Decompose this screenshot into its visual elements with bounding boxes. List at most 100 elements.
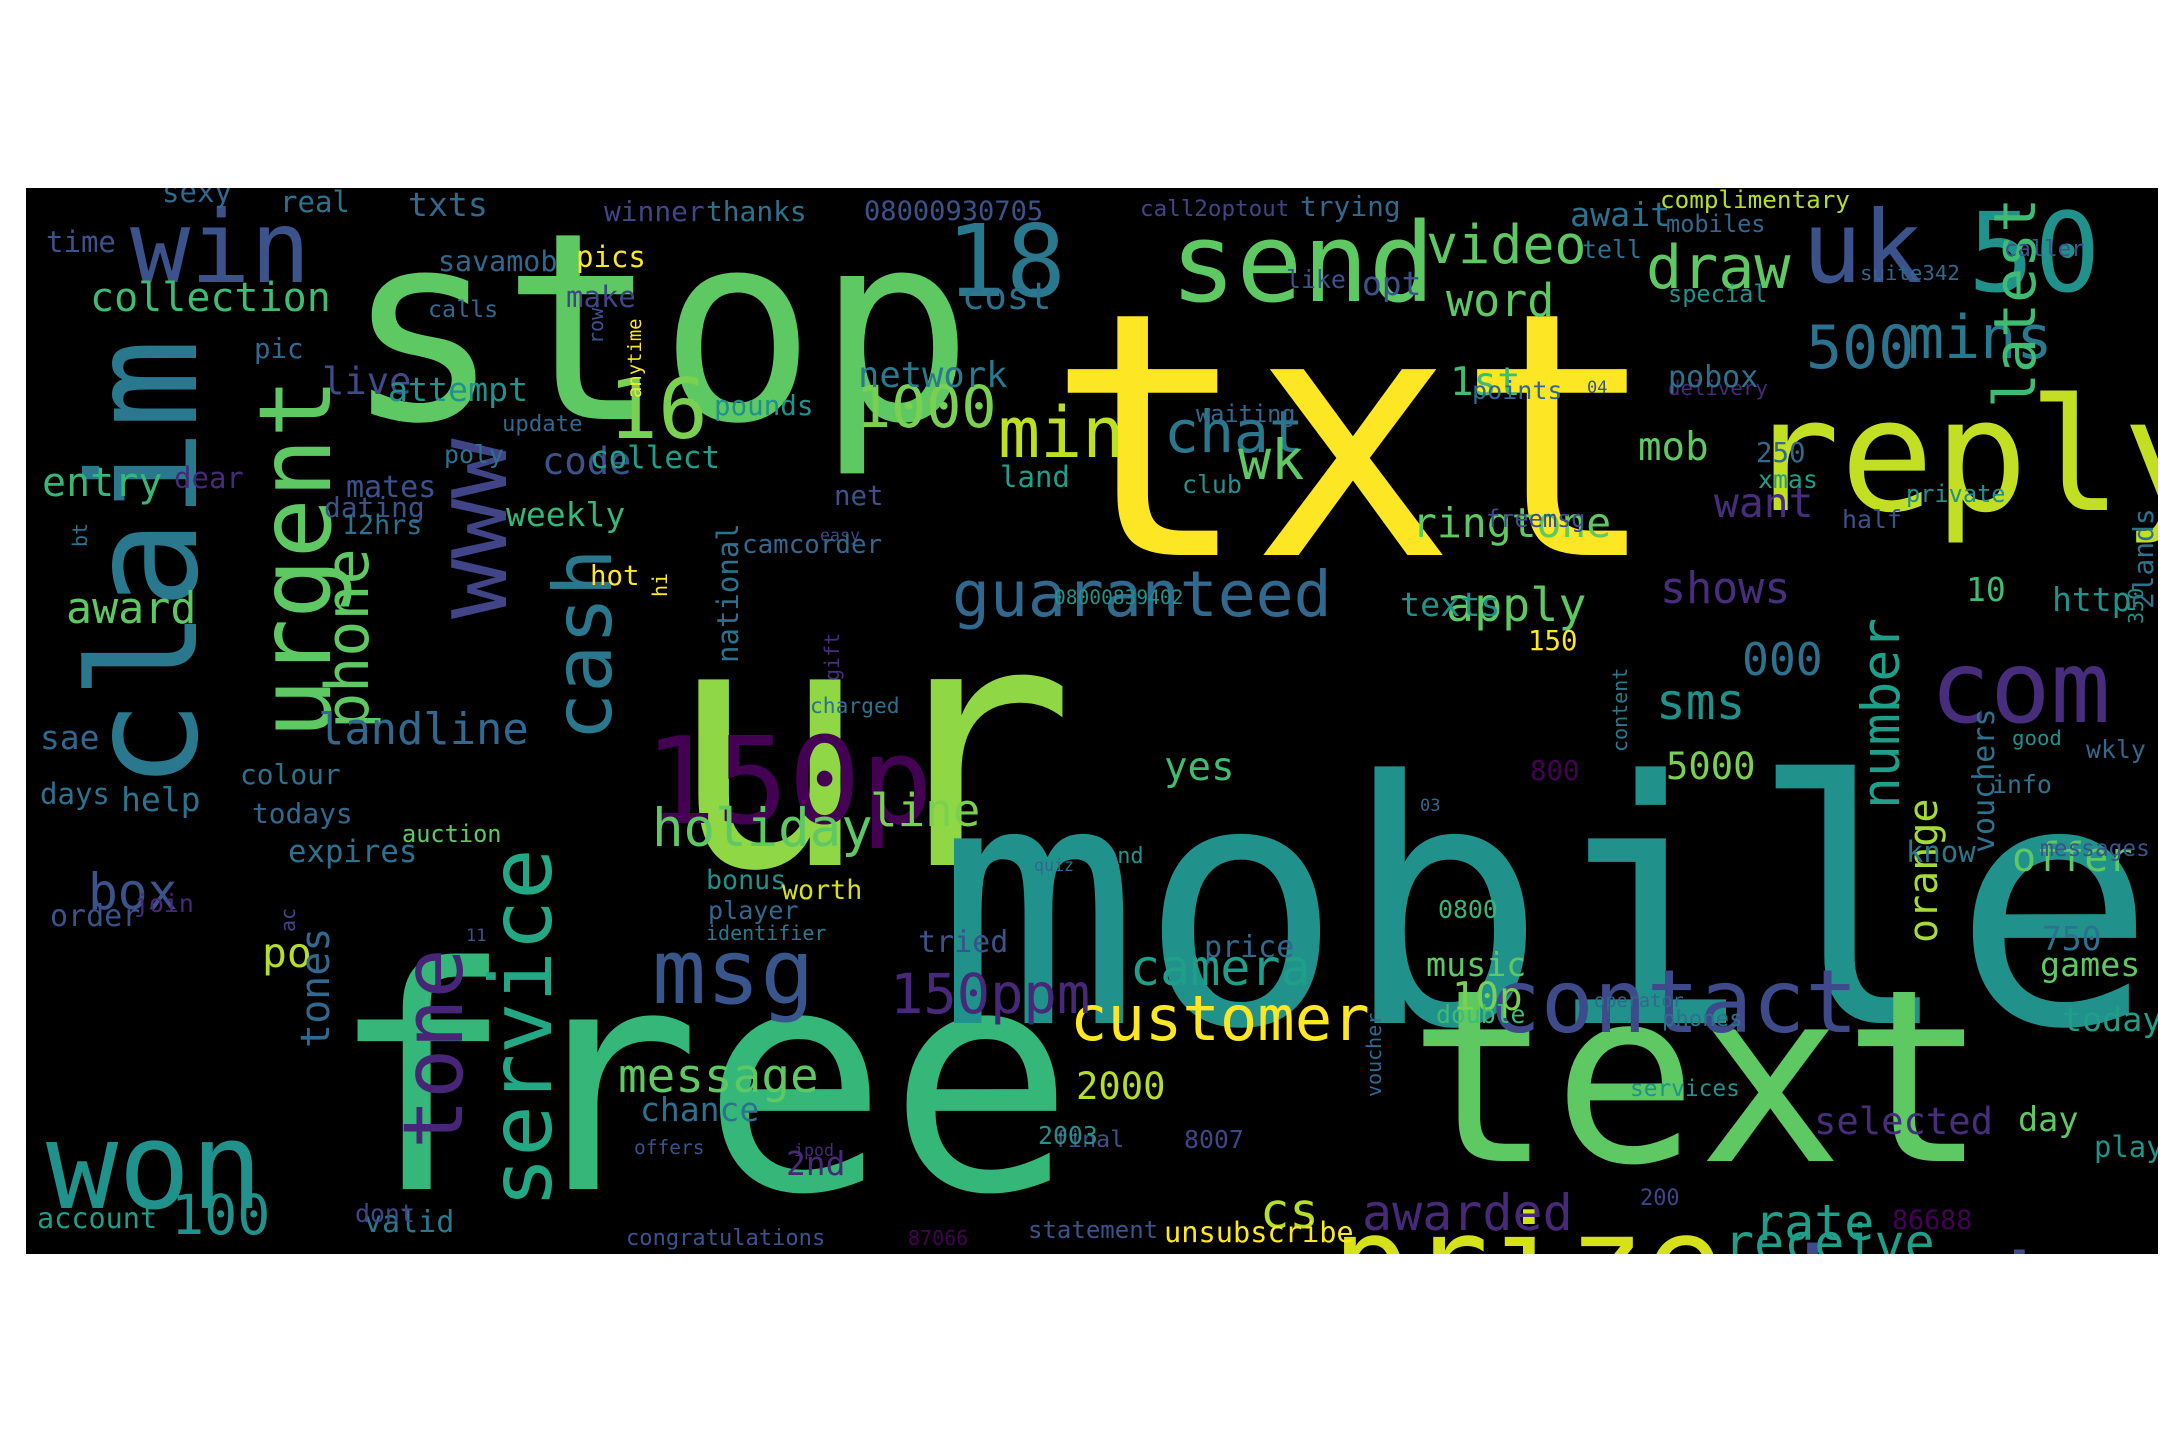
cloud-word: offer: [2012, 835, 2133, 881]
cloud-word: 100: [171, 1183, 271, 1247]
cloud-word: sae: [40, 718, 100, 757]
cloud-word: order: [50, 899, 141, 934]
cloud-word: quiz: [1034, 856, 1074, 875]
cloud-word: final: [1054, 1125, 1125, 1153]
cloud-word: 750: [2042, 919, 2102, 958]
cloud-word: todays: [252, 797, 353, 830]
cloud-word: guaranteed: [952, 557, 1332, 631]
cloud-word: just: [1772, 1234, 2061, 1255]
cloud-word: 2nd: [786, 1144, 846, 1183]
cloud-word: 0800: [1438, 895, 1498, 924]
cloud-word: video: [1426, 213, 1587, 276]
cloud-word: 87066: [908, 1226, 969, 1250]
cloud-word: good: [2012, 726, 2062, 750]
cloud-word: po: [262, 929, 312, 977]
cloud-word: mates: [346, 470, 437, 505]
cloud-word: days: [40, 777, 110, 811]
cloud-word: 10: [1966, 570, 2006, 609]
cloud-word: gift: [820, 632, 844, 681]
cloud-word: line: [870, 783, 981, 837]
cloud-word: opt: [1362, 264, 1422, 303]
cloud-word: operator: [1594, 991, 1684, 1012]
cloud-word: 1st: [1450, 360, 1521, 405]
cloud-word: savamob: [438, 245, 558, 278]
cloud-word: tone: [385, 948, 482, 1149]
cloud-word: end: [1104, 844, 1144, 869]
cloud-word: attempt: [388, 370, 529, 409]
cloud-word: prize: [1332, 1198, 1723, 1254]
cloud-word: collect: [590, 440, 721, 476]
cloud-word: shows: [1660, 564, 1791, 614]
cloud-word: win: [130, 189, 311, 306]
cloud-word: know: [1906, 835, 1976, 869]
cloud-word: stop: [344, 188, 974, 481]
cloud-word: info: [1992, 770, 2052, 799]
cloud-word: rate: [1754, 1194, 1875, 1252]
cloud-word: reply: [1746, 365, 2158, 547]
cloud-word: msg: [652, 920, 815, 1025]
cloud-word: 08000930705: [864, 196, 1044, 227]
cloud-word: cs: [1260, 1183, 1319, 1240]
cloud-word: statement: [1028, 1216, 1159, 1244]
cloud-word: 000: [1742, 634, 1823, 686]
cloud-word: min: [998, 392, 1125, 474]
cloud-word: award: [66, 584, 197, 634]
cloud-word: 150p: [644, 713, 933, 852]
cloud-word: won: [46, 1098, 263, 1237]
cloud-word: receive: [1724, 1214, 1935, 1254]
cloud-word: update: [502, 411, 583, 437]
cloud-word: account: [37, 1202, 158, 1235]
cloud-word: box: [88, 863, 178, 921]
cloud-word: sms: [1656, 673, 1746, 731]
cloud-word: pounds: [714, 390, 814, 422]
cloud-word: bt: [68, 522, 92, 547]
cloud-word: 250: [1756, 438, 1806, 469]
cloud-word: 12hrs: [342, 510, 423, 541]
cloud-word: texts: [1400, 585, 1501, 624]
cloud-word: content: [1608, 667, 1632, 752]
cloud-word: trying: [1300, 190, 1401, 223]
cloud-word: phone: [313, 548, 383, 729]
cloud-word: collection: [90, 275, 331, 321]
cloud-word: camcorder: [742, 530, 883, 560]
cloud-word: draw: [1646, 233, 1791, 303]
cloud-word: holiday: [652, 798, 873, 859]
cloud-word: caller: [2004, 236, 2085, 262]
cloud-word: row: [584, 307, 608, 344]
cloud-word: latest: [1981, 197, 2049, 408]
cloud-word: ac: [276, 907, 300, 932]
cloud-word: suite342: [1860, 261, 1960, 285]
cloud-word: 03: [1420, 796, 1441, 816]
cloud-word: com: [1930, 629, 2111, 746]
cloud-word: xmas: [1758, 465, 1818, 494]
cloud-word: national: [711, 523, 745, 663]
cloud-word: code: [542, 439, 632, 483]
cloud-word: tried: [918, 925, 1009, 960]
cloud-word: waiting: [1196, 400, 1296, 428]
cloud-word: games: [2040, 945, 2141, 984]
cloud-word: 50: [1968, 189, 2101, 317]
cloud-word: network: [858, 355, 1008, 396]
cloud-word: thanks: [706, 195, 807, 228]
cloud-word: tones: [293, 927, 339, 1048]
cloud-word: message: [618, 1049, 819, 1104]
cloud-word: land: [1000, 460, 1070, 494]
cloud-word: today: [2062, 1000, 2158, 1039]
cloud-word: new: [112, 1248, 311, 1254]
cloud-word: landline: [318, 704, 529, 755]
cloud-word: 2lands: [2127, 508, 2158, 609]
cloud-word: call2optout: [1140, 196, 1290, 222]
cloud-word: dont: [355, 1199, 415, 1228]
cloud-word: 2000: [1076, 1064, 1166, 1108]
cloud-word: sexy: [162, 188, 232, 209]
cloud-word: selected: [1814, 1099, 1993, 1143]
cloud-word: day: [2018, 1100, 2079, 1139]
cloud-word: 2003: [1038, 1121, 1098, 1150]
cloud-word: tell: [1582, 235, 1642, 264]
cloud-word: like: [1286, 265, 1346, 294]
cloud-word: 10p: [1452, 975, 1523, 1020]
cloud-word: valid: [364, 1205, 455, 1240]
cloud-word: unsubscribe: [1164, 1215, 1354, 1249]
cloud-word: messages: [2040, 836, 2150, 862]
cloud-word: club: [1182, 470, 1242, 499]
